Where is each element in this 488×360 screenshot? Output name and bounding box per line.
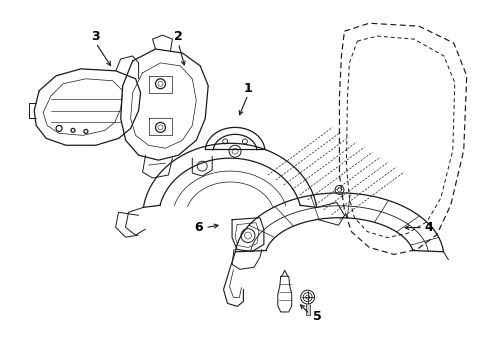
Text: 5: 5 bbox=[313, 310, 321, 323]
Text: 2: 2 bbox=[174, 30, 183, 42]
Text: 1: 1 bbox=[243, 82, 252, 95]
Text: 3: 3 bbox=[91, 30, 100, 42]
Text: 6: 6 bbox=[194, 221, 202, 234]
Text: 4: 4 bbox=[424, 221, 432, 234]
